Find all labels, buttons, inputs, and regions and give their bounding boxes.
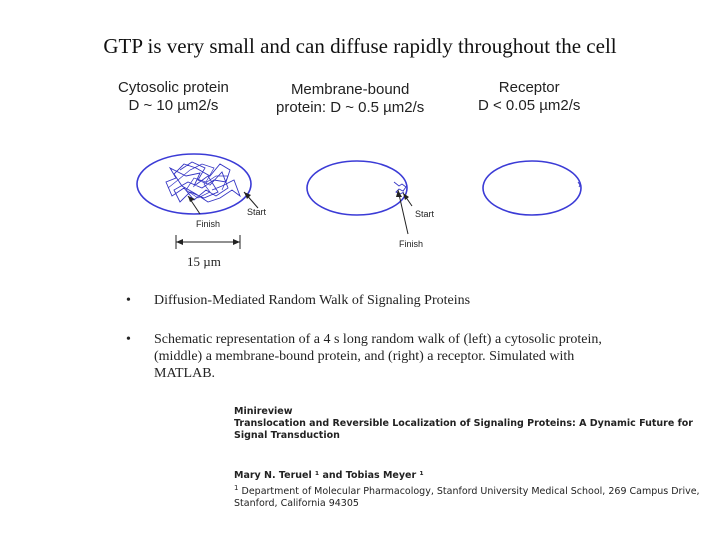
bullet-item: • Schematic representation of a 4 s long… xyxy=(126,331,606,382)
membrane-random-walk-path xyxy=(393,181,407,195)
bullet-list: • Diffusion-Mediated Random Walk of Sign… xyxy=(126,292,606,382)
membrane-finish-label: Finish xyxy=(399,239,423,249)
cytosolic-finish-label: Finish xyxy=(196,219,220,229)
panel-label-cytosolic: Cytosolic protein D ~ 10 µm2/s xyxy=(118,79,229,115)
cytosolic-cell-ellipse xyxy=(136,153,252,215)
membrane-start-label: Start xyxy=(415,209,435,219)
panel-label-membrane: Membrane-bound protein: D ~ 0.5 µm2/s xyxy=(276,81,424,117)
panel-label-membrane-line1: Membrane-bound xyxy=(290,81,410,98)
citation-affiliation-marker: 1 xyxy=(234,484,239,492)
cytosolic-finish-arrowhead xyxy=(188,196,195,202)
citation-article-title: Translocation and Reversible Localizatio… xyxy=(234,418,693,441)
cytosolic-start-label: Start xyxy=(247,207,267,217)
cytosolic-start-arrowhead xyxy=(244,192,251,199)
scale-bar-left-arrowhead xyxy=(176,239,183,245)
slide-title: GTP is very small and can diffuse rapidl… xyxy=(103,34,617,58)
citation-article-type: Minireview xyxy=(234,406,293,417)
citation-affiliation-text: Department of Molecular Pharmacology, St… xyxy=(234,486,700,510)
bullet-marker: • xyxy=(126,332,131,347)
membrane-finish-arrow xyxy=(397,189,409,235)
citation-block: Minireview Translocation and Reversible … xyxy=(234,406,704,510)
scale-bar-right-arrowhead xyxy=(233,239,240,245)
membrane-finish-arrowhead xyxy=(396,190,402,197)
bullet-item: • Diffusion-Mediated Random Walk of Sign… xyxy=(126,292,606,309)
panel-label-cytosolic-line1: Cytosolic protein xyxy=(118,79,229,96)
citation-affiliation: 1 Department of Molecular Pharmacology, … xyxy=(234,482,704,510)
panel-label-receptor: Receptor D < 0.05 µm2/s xyxy=(478,79,580,115)
random-walk-diagram: Start Finish 15 µm Start Finish xyxy=(136,153,582,269)
receptor-random-walk-path xyxy=(577,181,581,188)
cytosolic-random-walk-path xyxy=(165,161,241,203)
membrane-cell-ellipse xyxy=(306,160,408,216)
citation-authors: Mary N. Teruel ¹ and Tobias Meyer ¹ xyxy=(234,470,424,481)
panel-label-receptor-line2: D < 0.05 µm2/s xyxy=(478,97,581,114)
membrane-start-arrowhead xyxy=(403,193,409,200)
panel-label-receptor-line1: Receptor xyxy=(498,79,560,96)
bullet-text: Diffusion-Mediated Random Walk of Signal… xyxy=(154,293,471,308)
panel-label-cytosolic-line2: D ~ 10 µm2/s xyxy=(128,97,219,114)
scale-bar-label: 15 µm xyxy=(187,254,221,269)
panel-label-membrane-line2: protein: D ~ 0.5 µm2/s xyxy=(276,99,425,116)
bullet-marker: • xyxy=(126,293,131,308)
cytosolic-random-walk-path-b xyxy=(167,163,229,199)
receptor-cell-ellipse xyxy=(482,160,582,216)
bullet-text: Schematic representation of a 4 s long r… xyxy=(154,332,602,381)
